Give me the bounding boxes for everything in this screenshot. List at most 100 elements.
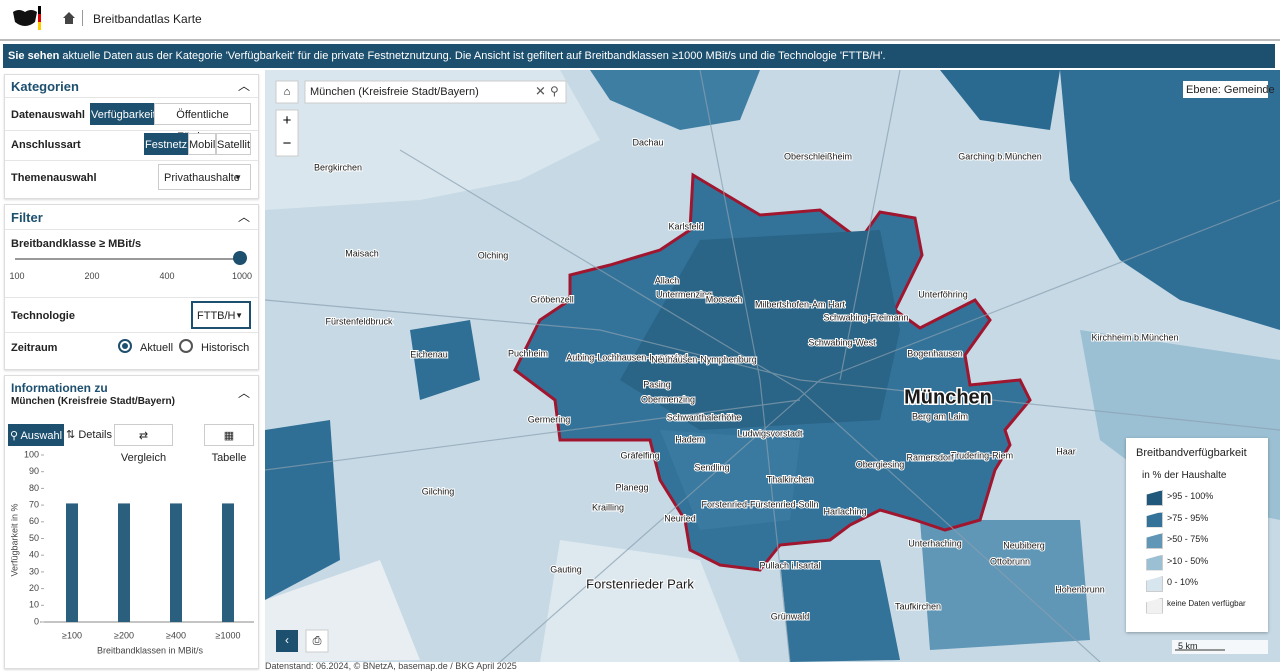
y-tick-label: 90 xyxy=(29,466,39,476)
place-label: Ottobrunn xyxy=(990,556,1030,566)
place-label: Hohenbrunn xyxy=(1055,584,1105,594)
option-button[interactable]: Festnetz xyxy=(144,133,188,155)
y-tick-label: 80 xyxy=(29,483,39,493)
select-value: Privathaushalte xyxy=(164,172,240,184)
place-label: Gröbenzell xyxy=(530,294,574,304)
banner-text: aktuelle Daten aus der Kategorie 'Verfüg… xyxy=(62,50,886,62)
svg-text:+: + xyxy=(283,112,292,129)
legend-swatch xyxy=(1146,490,1163,506)
place-label: Sendling xyxy=(694,462,729,472)
y-tick-label: 30 xyxy=(29,566,39,576)
y-tick-label: 100 xyxy=(24,449,39,459)
place-label: Milbertshofen-Am Hart xyxy=(755,299,846,309)
place-label: Fürstenfeldbruck xyxy=(325,316,393,326)
table-button[interactable]: ▦ Tabelle xyxy=(204,424,254,464)
place-label: Gräfelfing xyxy=(620,450,659,460)
legend: Breitbandverfügbarkeit in % der Haushalt… xyxy=(1126,438,1268,632)
option-button[interactable]: Satellit xyxy=(216,133,251,155)
radio[interactable] xyxy=(118,339,132,353)
legend-label: >95 - 100% xyxy=(1167,491,1214,501)
place-label: Bergkirchen xyxy=(314,162,362,172)
legend-label: >10 - 50% xyxy=(1167,555,1209,566)
y-tick-label: 0 xyxy=(34,616,39,626)
place-label: Forstenried-Fürstenried-Solln xyxy=(701,499,818,509)
legend-label: >50 - 75% xyxy=(1167,534,1209,544)
place-label: Aubing-Lochhausen-Langwied xyxy=(566,352,688,362)
y-tick-label: 50 xyxy=(29,533,39,543)
place-label: Untermenzing xyxy=(656,289,712,299)
card-title: Filter xyxy=(11,210,43,225)
place-label: Trudering-Riem xyxy=(951,450,1013,460)
place-label: Ludwigsvorstadt xyxy=(737,428,803,438)
tab-label: Auswahl xyxy=(20,430,63,442)
svg-text:⚲: ⚲ xyxy=(550,84,559,98)
radio-label: Historisch xyxy=(201,342,250,354)
option-button[interactable]: Öffentliche Förderung xyxy=(154,103,251,143)
select-value: FTTB/H xyxy=(197,310,236,322)
categories-card: Kategorien ︿ Datenauswahl Verfügbarkeit … xyxy=(4,74,259,199)
legend-label: keine Daten verfügbar xyxy=(1167,598,1246,608)
legend-swatch xyxy=(1146,554,1163,571)
place-label: Pasing xyxy=(643,379,671,389)
place-label: Haar xyxy=(1056,446,1076,456)
row-label: Themenauswahl xyxy=(11,172,97,184)
place-label: Bogenhausen xyxy=(907,348,963,358)
card-title: Informationen zu xyxy=(11,381,108,395)
place-label: Schwabing-West xyxy=(808,337,876,347)
place-label: Karlsfeld xyxy=(668,221,703,231)
collapse-button[interactable]: ︿ xyxy=(237,210,250,224)
place-label: Berg am Laim xyxy=(912,411,968,421)
legend-title: Breitbandverfügbarkeit xyxy=(1136,447,1247,459)
tab[interactable]: ⚲ Auswahl xyxy=(8,424,64,446)
tab[interactable]: ⇅ Details xyxy=(64,424,114,446)
tab-label: Details xyxy=(78,429,112,441)
place-label: Eichenau xyxy=(410,349,448,359)
layer-level: Ebene: Gemeinde xyxy=(1186,84,1275,96)
y-tick-label: 60 xyxy=(29,516,39,526)
place-label: Grünwald xyxy=(771,611,810,621)
collapse-button[interactable]: ︿ xyxy=(237,79,250,93)
legend-subtitle: in % der Haushalte xyxy=(1142,470,1227,481)
row-label: Technologie xyxy=(11,310,75,322)
card-title: Kategorien xyxy=(11,79,79,94)
x-axis-title: Breitbandklassen in MBit/s xyxy=(97,645,204,655)
place-label: Thalkirchen xyxy=(767,474,814,484)
place-label: Kirchheim b.München xyxy=(1091,332,1178,342)
row-label: Anschlussart xyxy=(11,139,81,151)
radio[interactable] xyxy=(179,339,193,353)
place-label: Forstenrieder Park xyxy=(586,576,694,591)
legend-label: >75 - 95% xyxy=(1167,512,1209,523)
legend-swatch xyxy=(1146,511,1163,528)
place-label: Harlaching xyxy=(823,506,866,516)
collapse-button[interactable]: ︿ xyxy=(237,386,250,400)
y-tick-label: 20 xyxy=(29,583,39,593)
y-tick-label: 70 xyxy=(29,499,39,509)
slider-tick-label: 1000 xyxy=(232,271,253,281)
search-input[interactable]: München (Kreisfreie Stadt/Bayern) xyxy=(310,86,479,98)
tab[interactable]: ⇄ Vergleich xyxy=(114,424,173,464)
place-label: Dachau xyxy=(632,137,663,147)
place-label: Schwanthalerhöhe xyxy=(667,412,742,422)
x-tick-label: ≥400 xyxy=(166,630,186,640)
place-label: Neuried xyxy=(664,513,696,523)
technology-select[interactable]: FTTB/H ▼ xyxy=(191,301,251,329)
slider-tick-label: 400 xyxy=(159,271,175,281)
info-banner: Sie sehen aktuelle Daten aus der Kategor… xyxy=(3,44,1275,68)
home-button[interactable] xyxy=(62,11,76,25)
option-button[interactable]: Verfügbarkeit xyxy=(90,103,156,125)
topic-select[interactable]: Privathaushalte ▼ xyxy=(158,164,251,190)
slider-knob[interactable] xyxy=(233,251,247,265)
place-label: Olching xyxy=(478,250,509,260)
slider-tick-label: 200 xyxy=(84,271,100,281)
attribution: Datenstand: 06.2024, © BNetzA, basemap.d… xyxy=(265,661,517,671)
option-button[interactable]: Mobil xyxy=(188,133,216,155)
place-label: Germering xyxy=(528,414,571,424)
place-label: Obermenzing xyxy=(641,394,695,404)
bar xyxy=(66,503,78,622)
place-label: Oberschleißheim xyxy=(784,151,852,161)
y-tick-label: 40 xyxy=(29,550,39,560)
place-label: Schwabing-Freimann xyxy=(823,312,908,322)
slider-tick-label: 100 xyxy=(9,271,25,281)
x-tick-label: ≥1000 xyxy=(216,630,241,640)
